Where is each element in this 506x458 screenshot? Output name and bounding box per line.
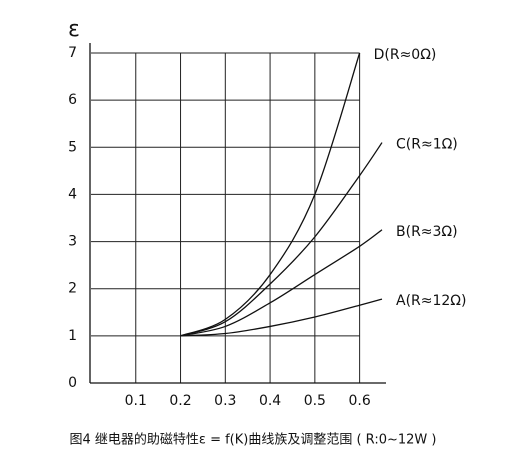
x-tick-label: 0.6 (348, 393, 370, 409)
x-tick-label: 0.3 (214, 393, 236, 409)
legend-label: C(R≈1Ω) (396, 137, 458, 153)
curve (180, 142, 383, 337)
y-tick-label: 0 (68, 375, 77, 391)
y-axis-label: ε (68, 17, 80, 42)
y-tick-label: 4 (68, 186, 77, 202)
legend-label: B(R≈3Ω) (396, 224, 458, 240)
y-tick-label: 7 (68, 45, 77, 61)
y-tick-label: 5 (68, 139, 77, 155)
y-tick-label: 1 (68, 328, 77, 344)
curve (180, 298, 383, 337)
legend-label: A(R≈12Ω) (396, 293, 466, 309)
y-tick-label: 2 (68, 281, 77, 297)
y-tick-label: 6 (68, 92, 77, 108)
x-tick-label: 0.5 (304, 393, 326, 409)
curve (180, 229, 383, 337)
caption: 图4 继电器的助磁特性ε = f(K)曲线族及调整范围 ( R:0~12W ) (70, 432, 437, 448)
legend-label: D(R≈0Ω) (374, 47, 437, 63)
x-tick-label: 0.4 (259, 393, 281, 409)
y-tick-label: 3 (68, 234, 77, 250)
x-tick-label: 0.2 (169, 393, 191, 409)
curve (180, 52, 361, 337)
x-tick-label: 0.1 (125, 393, 147, 409)
